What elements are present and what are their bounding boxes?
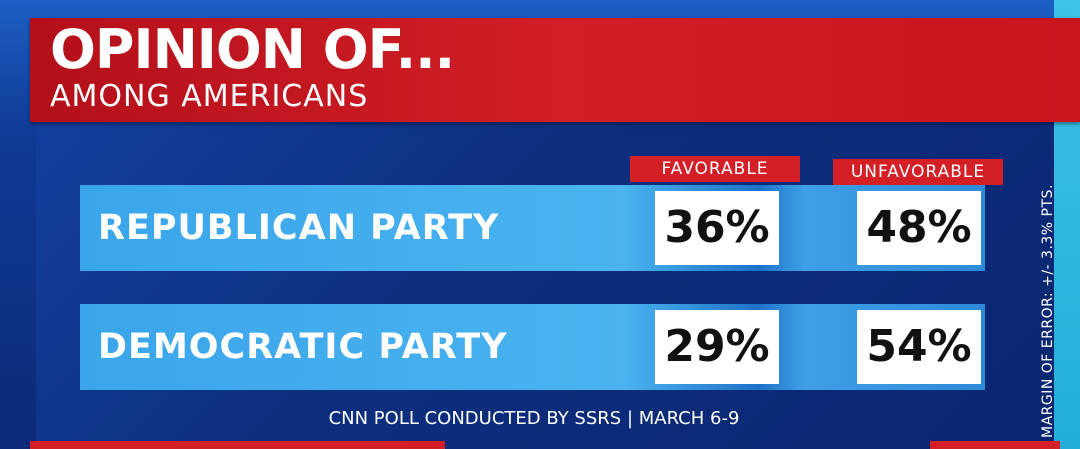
title-banner [30,18,1080,122]
source-note: CNN POLL CONDUCTED BY SSRS | MARCH 6-9 [328,408,740,429]
row-label: REPUBLICAN PARTY [98,208,500,248]
column-header-unfavorable: UNFAVORABLE [833,159,1003,185]
bottom-red-strip [930,441,1060,449]
favorable-value: 36% [655,191,779,265]
unfavorable-value: 48% [857,191,981,265]
unfavorable-value: 54% [857,310,981,384]
table-row-republican: REPUBLICAN PARTY 36% 48% [80,185,985,271]
bottom-red-strip [30,441,445,449]
column-header-favorable: FAVORABLE [630,156,800,182]
table-row-democratic: DEMOCRATIC PARTY 29% 54% [80,304,985,390]
favorable-value: 29% [655,310,779,384]
page-subtitle: AMONG AMERICANS [50,79,369,114]
page-title: OPINION OF... [50,18,455,81]
margin-of-error: MARGIN OF ERROR: +/- 3.3% PTS. [1040,184,1056,438]
row-label: DEMOCRATIC PARTY [98,327,508,367]
